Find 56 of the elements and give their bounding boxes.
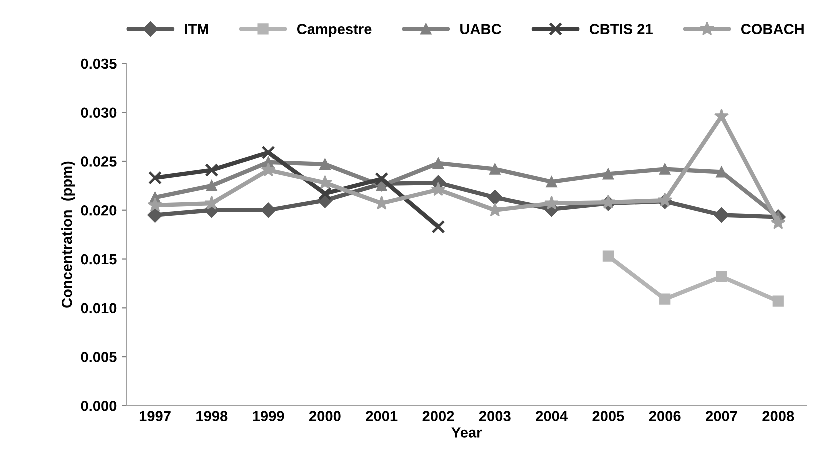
legend-label: CBTIS 21 (590, 24, 653, 34)
y-tick-label: 0.000 (81, 401, 117, 412)
x-tick-label: 2006 (649, 411, 681, 422)
point (148, 198, 163, 212)
point (320, 158, 331, 170)
point (716, 271, 728, 282)
point (714, 208, 730, 223)
x-tick-label: 2007 (706, 411, 738, 422)
point (261, 162, 276, 177)
x-tick-label: 1999 (253, 411, 284, 422)
point (262, 146, 276, 160)
point (602, 168, 614, 180)
point (714, 108, 730, 123)
point (772, 296, 784, 307)
x-axis-title: Year (452, 428, 482, 438)
x-tick-label: 2002 (422, 411, 454, 422)
point (375, 172, 389, 186)
x-tick-label: 2004 (536, 411, 568, 422)
point (431, 182, 446, 196)
legend-label: UABC (460, 24, 502, 34)
point (376, 180, 388, 192)
point (260, 202, 276, 218)
y-tick-label: 0.025 (81, 156, 117, 167)
legend-label: COBACH (741, 24, 804, 34)
point (204, 196, 220, 210)
point (432, 220, 446, 234)
y-axis-title: Concentration (ppm) (62, 162, 76, 308)
point (490, 164, 501, 175)
x-tick-label: 1997 (140, 411, 171, 422)
legend-label: Campestre (297, 24, 372, 38)
x-tick-label: 2000 (310, 411, 341, 422)
x-tick-label: 2003 (479, 411, 511, 422)
point (660, 164, 671, 175)
point (432, 158, 444, 170)
point (771, 215, 786, 230)
point (488, 190, 503, 206)
y-tick-label: 0.030 (81, 108, 117, 118)
point (206, 180, 218, 192)
x-tick-label: 2008 (762, 411, 794, 422)
x-tick-label: 1998 (196, 411, 228, 422)
point (205, 163, 219, 178)
point (318, 186, 332, 201)
y-tick-label: 0.005 (81, 352, 117, 362)
y-tick-label: 0.010 (81, 303, 117, 314)
x-tick-label: 2001 (366, 411, 398, 422)
point (148, 208, 163, 223)
y-tick-label: 0.035 (81, 58, 117, 70)
point (544, 196, 560, 210)
point (602, 250, 614, 262)
y-tick-label: 0.020 (81, 205, 117, 216)
point (546, 176, 558, 188)
point (660, 294, 671, 305)
y-tick-label: 0.015 (81, 254, 117, 265)
x-tick-label: 2005 (592, 411, 624, 422)
legend-label: ITM (185, 24, 208, 34)
point (148, 171, 162, 185)
